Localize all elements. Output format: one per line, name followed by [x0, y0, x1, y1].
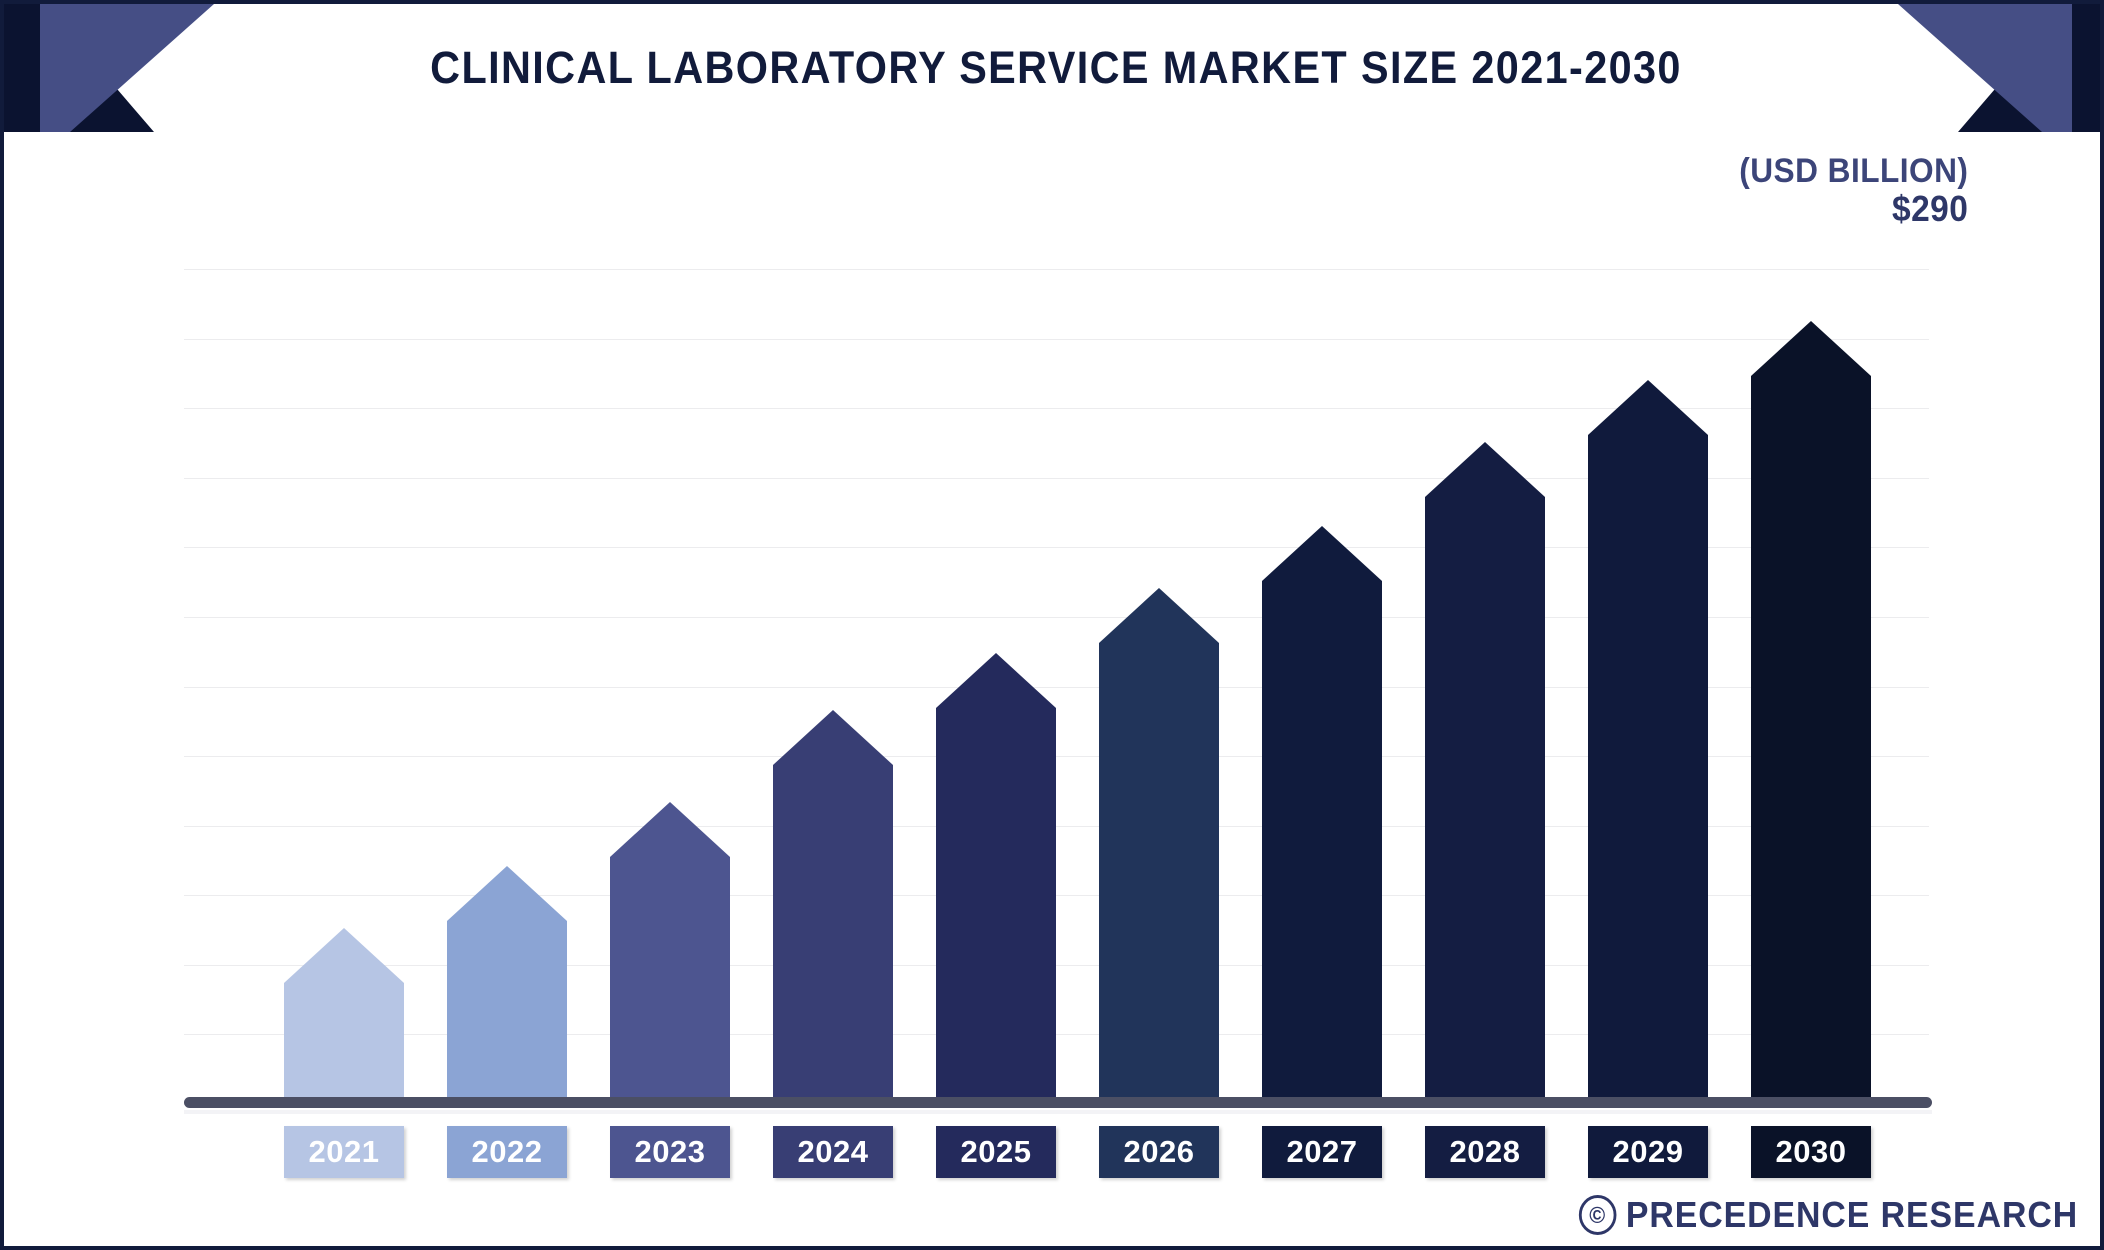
- year-chip-2026[interactable]: 2026: [1099, 1126, 1219, 1178]
- year-chip-2028[interactable]: 2028: [1425, 1126, 1545, 1178]
- bar-2021[interactable]: [284, 928, 404, 1104]
- bar-2030[interactable]: [1751, 321, 1871, 1104]
- bar-2024[interactable]: [773, 710, 893, 1104]
- bar-shape: [284, 928, 404, 1104]
- header-white-banner: [4, 4, 2100, 132]
- bar-shape: [447, 866, 567, 1104]
- year-chip-2024[interactable]: 2024: [773, 1126, 893, 1178]
- x-axis-baseline: [184, 1097, 1932, 1108]
- bar-2028[interactable]: [1425, 442, 1545, 1104]
- page-title: CLINICAL LABORATORY SERVICE MARKET SIZE …: [430, 42, 1682, 93]
- bar-2026[interactable]: [1099, 588, 1219, 1104]
- brand-logo: © PRECEDENCE RESEARCH: [1578, 1194, 2078, 1236]
- bar-shape: [1425, 442, 1545, 1104]
- plot-area: (USD BILLION) $290 2021 2022 2023 2024 2025 2…: [4, 132, 2100, 1246]
- gridline: [184, 616, 1929, 618]
- bar-2022[interactable]: [447, 866, 567, 1104]
- bar-shape: [1751, 321, 1871, 1104]
- year-chip-2022[interactable]: 2022: [447, 1126, 567, 1178]
- units-annotation: (USD BILLION) $290: [1738, 152, 1968, 229]
- bar-2023[interactable]: [610, 802, 730, 1104]
- year-chip-2027[interactable]: 2027: [1262, 1126, 1382, 1178]
- year-chip-2025[interactable]: 2025: [936, 1126, 1056, 1178]
- bar-shape: [1099, 588, 1219, 1104]
- chart-header: CLINICAL LABORATORY SERVICE MARKET SIZE …: [4, 4, 2100, 132]
- year-chip-2029[interactable]: 2029: [1588, 1126, 1708, 1178]
- bar-2025[interactable]: [936, 653, 1056, 1104]
- brand-name: PRECEDENCE RESEARCH: [1625, 1194, 2078, 1235]
- bar-shape: [610, 802, 730, 1104]
- gridline: [184, 825, 1929, 827]
- bar-2027[interactable]: [1262, 526, 1382, 1104]
- gridline: [184, 964, 1929, 966]
- gridline: [184, 1034, 1929, 1036]
- year-chip-2021[interactable]: 2021: [284, 1126, 404, 1178]
- bar-series: [4, 132, 2100, 1246]
- bar-shape: [1588, 380, 1708, 1104]
- gridline: [184, 895, 1929, 897]
- bar-shape: [1262, 526, 1382, 1104]
- gridline: [184, 269, 1929, 270]
- bar-shape: [773, 710, 893, 1104]
- gridline: [184, 477, 1929, 479]
- gridline: [184, 756, 1929, 758]
- x-axis-tick-labels: 2021 2022 2023 2024 2025 2026 2027 2028 2029 2030: [4, 1126, 2100, 1182]
- gridline: [184, 338, 1929, 340]
- gridlines: [184, 269, 1929, 1105]
- bar-2029[interactable]: [1588, 380, 1708, 1104]
- copyright-icon: ©: [1578, 1195, 1617, 1235]
- bar-shape: [936, 653, 1056, 1104]
- baseline-shadow: [184, 1110, 1932, 1114]
- gridline: [184, 686, 1929, 688]
- units-label: (USD BILLION): [1738, 152, 1968, 190]
- gridline: [184, 547, 1929, 549]
- year-chip-2030[interactable]: 2030: [1751, 1126, 1871, 1178]
- max-value-label: $290: [1891, 187, 1968, 229]
- year-chip-2023[interactable]: 2023: [610, 1126, 730, 1178]
- gridline: [184, 408, 1929, 410]
